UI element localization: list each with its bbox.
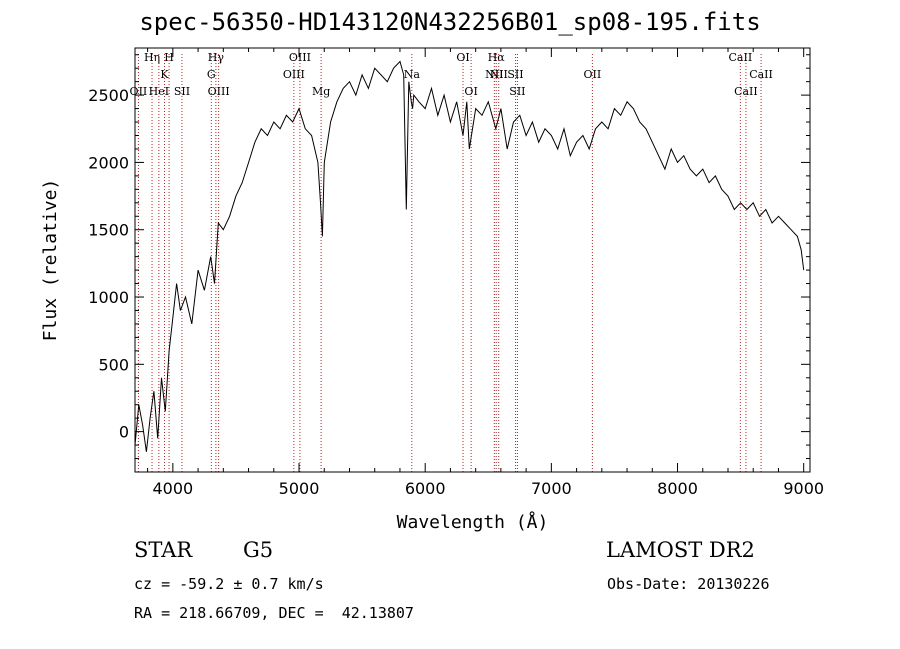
x-tick-label: 5000 — [279, 479, 320, 498]
plot-frame — [134, 47, 811, 473]
x-tick-label: 7000 — [531, 479, 572, 498]
line-label-10: OIII — [289, 51, 311, 64]
line-label-18: SII — [507, 68, 523, 81]
spectrum-line — [134, 60, 805, 452]
survey-name: LAMOST DR2 — [606, 538, 755, 562]
line-label-11: Mg — [312, 85, 330, 98]
x-tick-label: 8000 — [657, 479, 698, 498]
line-label-6: G — [207, 68, 216, 81]
line-label-2: HeI — [149, 85, 169, 98]
line-label-13: OI — [456, 51, 469, 64]
axis-ticks: 4000 5000 6000 7000 8000 9000 0 500 1000 1500 2000… — [88, 48, 824, 498]
line-label-12: Na — [404, 68, 421, 81]
line-label-1: Hη — [144, 51, 160, 64]
line-label-15: NII — [485, 68, 503, 81]
x-axis-label: Wavelength (Å) — [397, 511, 549, 533]
y-tick-label: 1000 — [88, 288, 129, 307]
y-tick-label: 2000 — [88, 153, 129, 172]
y-axis-label: Flux (relative) — [40, 179, 61, 342]
line-label-4: H — [164, 51, 174, 64]
line-label-5: SII — [174, 85, 190, 98]
line-label-8: OIII — [208, 85, 230, 98]
object-subclass: G5 — [243, 538, 274, 562]
chart-title: spec-56350-HD143120N432256B01_sp08-195.f… — [139, 8, 761, 36]
line-label-20: OII — [584, 68, 602, 81]
line-label-16: Hα — [488, 51, 506, 64]
line-label-19: SII — [509, 85, 525, 98]
x-tick-label: 4000 — [152, 479, 193, 498]
line-label-21: CaII — [729, 51, 753, 64]
line-label-17: NII — [490, 68, 508, 81]
line-label-7: Hγ — [208, 51, 225, 64]
redshift-text: cz = -59.2 ± 0.7 km/s — [134, 575, 324, 593]
emission-line-markers — [137, 54, 762, 472]
line-label-22: CaII — [734, 85, 758, 98]
obs-date-text: Obs-Date: 20130226 — [607, 575, 770, 593]
line-label-14: OI — [464, 85, 477, 98]
y-tick-label: 500 — [98, 355, 129, 374]
x-tick-label: 6000 — [405, 479, 446, 498]
y-tick-label: 2500 — [88, 86, 129, 105]
line-label-0: OII — [130, 85, 148, 98]
x-tick-label: 9000 — [783, 479, 824, 498]
object-class: STAR — [134, 538, 193, 562]
coordinates-text: RA = 218.66709, DEC = 42.13807 — [134, 604, 414, 622]
line-labels: OII Hη HeI KH SII G Hγ OIII OIII OIII Mg Na OI OI NII H… — [130, 51, 773, 98]
line-label-23: CaII — [749, 68, 773, 81]
line-label-9: OIII — [283, 68, 305, 81]
y-tick-label: 1500 — [88, 221, 129, 240]
line-label-3: K — [160, 68, 169, 81]
y-tick-label: 0 — [119, 423, 129, 442]
